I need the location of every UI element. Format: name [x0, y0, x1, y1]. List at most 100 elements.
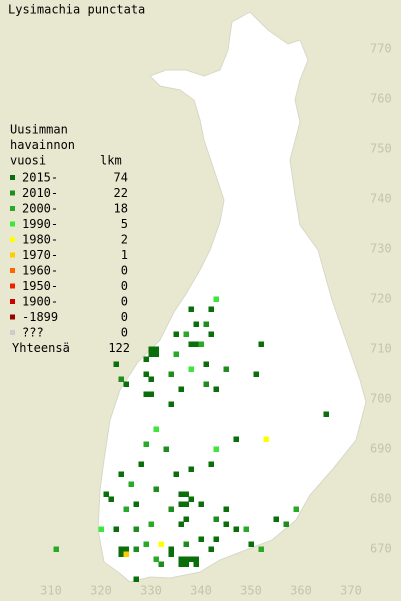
legend-swatch: [10, 237, 15, 242]
occurrence-square: [198, 501, 204, 507]
legend-heading: Uusimman: [10, 123, 68, 137]
occurrence-square: [258, 341, 264, 347]
legend-label: 1990-: [22, 217, 58, 231]
legend-label: 1980-: [22, 233, 58, 247]
legend-label: 2010-: [22, 186, 58, 200]
occurrence-square: [223, 366, 229, 372]
legend-count: 0: [121, 295, 128, 309]
occurrence-square: [133, 526, 139, 532]
occurrence-square: [168, 506, 174, 512]
legend-label: 2015-: [22, 171, 58, 185]
occurrence-square: [123, 546, 129, 552]
occurrence-square: [143, 371, 149, 377]
legend-label: ???: [22, 326, 44, 340]
occurrence-square: [103, 491, 109, 497]
legend-heading: vuosi: [10, 154, 46, 168]
legend-label: 2000-: [22, 202, 58, 216]
legend-label: 1970-: [22, 248, 58, 262]
legend-count: 0: [121, 264, 128, 278]
occurrence-square: [118, 551, 124, 557]
x-tick-label: 360: [290, 584, 312, 598]
occurrence-square: [193, 561, 199, 567]
legend-count: 1: [121, 248, 128, 262]
occurrence-square: [113, 526, 119, 532]
occurrence-square: [208, 306, 214, 312]
occurrence-square: [148, 351, 154, 357]
x-tick-label: 330: [140, 584, 162, 598]
legend-count: 18: [114, 202, 128, 216]
legend-label: 1950-: [22, 279, 58, 293]
occurrence-square: [123, 381, 129, 387]
legend-count: 2: [121, 233, 128, 247]
occurrence-square: [213, 516, 219, 522]
occurrence-square: [198, 341, 204, 347]
occurrence-square: [148, 521, 154, 527]
occurrence-square: [203, 321, 209, 327]
occurrence-square: [168, 401, 174, 407]
legend-count: 22: [114, 186, 128, 200]
occurrence-square: [233, 436, 239, 442]
occurrence-square: [183, 331, 189, 337]
title: Lysimachia punctata: [8, 3, 145, 17]
occurrence-square: [243, 526, 249, 532]
occurrence-square: [193, 556, 199, 562]
occurrence-square: [98, 526, 104, 532]
occurrence-square: [188, 366, 194, 372]
occurrence-square: [178, 556, 184, 562]
legend-count: 0: [121, 279, 128, 293]
legend-label: -1899: [22, 310, 58, 324]
occurrence-square: [183, 516, 189, 522]
occurrence-square: [223, 521, 229, 527]
occurrence-square: [153, 346, 159, 352]
y-tick-label: 680: [370, 492, 392, 506]
finland-outline: [97, 11, 367, 583]
legend-count: 0: [121, 310, 128, 324]
occurrence-square: [178, 521, 184, 527]
y-tick-label: 670: [370, 542, 392, 556]
occurrence-square: [148, 391, 154, 397]
occurrence-square: [118, 471, 124, 477]
y-tick-label: 760: [370, 92, 392, 106]
occurrence-square: [153, 351, 159, 357]
occurrence-square: [213, 536, 219, 542]
occurrence-square: [113, 361, 119, 367]
x-tick-label: 310: [40, 584, 62, 598]
occurrence-square: [203, 381, 209, 387]
occurrence-square: [128, 481, 134, 487]
x-tick-label: 350: [240, 584, 262, 598]
legend-count-header: lkm: [100, 154, 122, 168]
occurrence-square: [188, 341, 194, 347]
legend-heading: havainnon: [10, 138, 75, 152]
occurrence-square: [293, 506, 299, 512]
occurrence-square: [198, 536, 204, 542]
occurrence-square: [143, 441, 149, 447]
occurrence-square: [148, 346, 154, 352]
occurrences: [53, 296, 329, 582]
occurrence-square: [118, 376, 124, 382]
occurrence-square: [153, 556, 159, 562]
occurrence-square: [163, 446, 169, 452]
legend-swatch: [10, 268, 15, 273]
legend-total-label: Yhteensä: [12, 341, 70, 355]
occurrence-square: [178, 501, 184, 507]
occurrence-square: [168, 546, 174, 552]
occurrence-square: [143, 356, 149, 362]
occurrence-square: [193, 321, 199, 327]
legend-swatch: [10, 206, 15, 211]
occurrence-square: [158, 561, 164, 567]
occurrence-square: [53, 546, 59, 552]
legend-count: 5: [121, 217, 128, 231]
occurrence-square: [188, 466, 194, 472]
occurrence-square: [233, 526, 239, 532]
occurrence-square: [178, 491, 184, 497]
occurrence-square: [203, 361, 209, 367]
occurrence-square: [253, 371, 259, 377]
occurrence-square: [183, 561, 189, 567]
occurrence-square: [188, 496, 194, 502]
occurrence-square: [183, 491, 189, 497]
occurrence-square: [168, 551, 174, 557]
legend-swatch: [10, 299, 15, 304]
x-tick-label: 320: [90, 584, 112, 598]
y-tick-label: 710: [370, 342, 392, 356]
